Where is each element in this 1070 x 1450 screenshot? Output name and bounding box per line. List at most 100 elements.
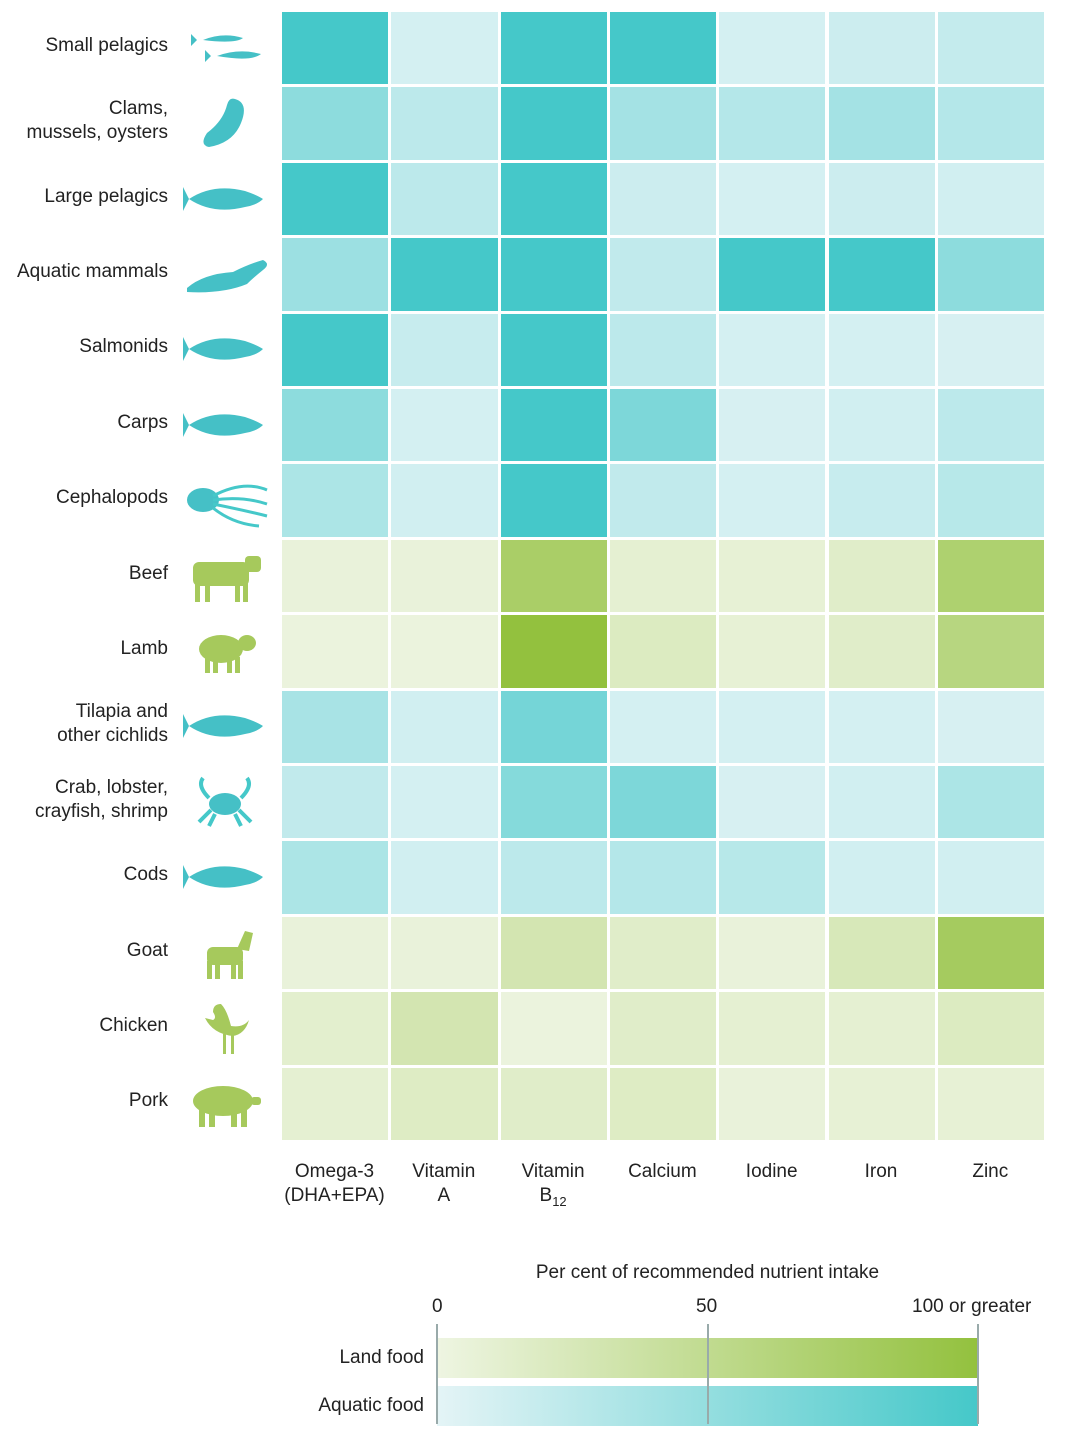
heatmap-cell — [609, 690, 717, 763]
heatmap-cell — [828, 690, 935, 763]
tilapia-icon — [183, 714, 263, 739]
heatmap-cell — [500, 162, 607, 236]
heatmap-cell — [719, 690, 826, 763]
heatmap-cell — [391, 992, 498, 1065]
row-label: Lamb — [120, 637, 168, 659]
heatmap-cell — [937, 1067, 1045, 1140]
heatmap-cell — [391, 238, 498, 311]
heatmap-cell — [391, 1067, 498, 1140]
heatmap-cell — [828, 916, 935, 990]
heatmap-cell — [500, 313, 607, 386]
legend-tickline-100 — [977, 1324, 979, 1424]
column-label: Zinc — [972, 1161, 1009, 1182]
row-label: Large pelagics — [44, 185, 168, 207]
heatmap-cell — [282, 238, 389, 311]
heatmap-cell — [391, 389, 498, 462]
heatmap-cell — [828, 313, 935, 386]
heatmap-cell — [609, 539, 717, 613]
heatmap-cell — [828, 1067, 935, 1140]
heatmap-cell — [282, 766, 389, 839]
heatmap-cell — [282, 539, 389, 613]
heatmap-cell — [391, 539, 498, 613]
carp-icon — [183, 412, 263, 437]
heatmap-cell — [282, 162, 389, 236]
row-label: Pork — [128, 1090, 168, 1112]
heatmap-cell — [937, 87, 1045, 160]
heatmap-cell — [500, 916, 607, 990]
heatmap-cell — [719, 238, 826, 311]
legend-land-label: Land food — [339, 1347, 424, 1368]
heatmap-cell — [500, 1067, 607, 1140]
heatmap-cell — [609, 992, 717, 1065]
heatmap-cell — [282, 690, 389, 763]
heatmap-cell — [937, 12, 1045, 85]
heatmap-cell — [500, 238, 607, 311]
heatmap-cell — [391, 615, 498, 688]
heatmap-cell — [609, 313, 717, 386]
heatmap-cell — [500, 841, 607, 914]
heatmap-cell — [828, 87, 935, 160]
heatmap-cell — [609, 12, 717, 85]
heatmap-cell — [391, 313, 498, 386]
heatmap-cell — [937, 389, 1045, 462]
heatmap-cell — [391, 916, 498, 990]
heatmap-cell — [500, 464, 607, 537]
heatmap-cell — [828, 162, 935, 236]
heatmap-cell — [391, 87, 498, 160]
column-label: Omega-3 (DHA+EPA) — [284, 1161, 385, 1206]
heatmap-cell — [937, 162, 1045, 236]
legend-tick-0: 0 — [432, 1296, 443, 1317]
heatmap-cell — [609, 615, 717, 688]
heatmap-cell — [282, 1067, 389, 1140]
heatmap-cell — [719, 162, 826, 236]
salmon-icon — [183, 337, 263, 362]
row-label: Salmonids — [79, 336, 168, 358]
heatmap-cell — [282, 841, 389, 914]
heatmap-cell — [500, 615, 607, 688]
heatmap-cell — [500, 12, 607, 85]
column-label: Iodine — [745, 1161, 798, 1182]
heatmap-cell — [719, 992, 826, 1065]
heatmap-cell — [282, 87, 389, 160]
chicken-icon — [205, 1003, 249, 1054]
row-label: Aquatic mammals — [17, 260, 168, 282]
row-label: Goat — [126, 939, 168, 961]
heatmap-cell — [719, 87, 826, 160]
heatmap-cell — [391, 162, 498, 236]
seal-icon — [187, 259, 267, 293]
row-label: Cephalopods — [56, 487, 168, 509]
heatmap-cell — [937, 313, 1045, 386]
heatmap-cell — [937, 992, 1045, 1065]
heatmap-cell — [719, 916, 826, 990]
column-label: Iron — [864, 1161, 898, 1182]
legend-tickline-0 — [436, 1324, 438, 1424]
row-label: Clams, mussels, oysters — [26, 98, 168, 144]
heatmap-cell — [500, 389, 607, 462]
legend-title: Per cent of recommended nutrient intake — [535, 1262, 880, 1283]
row-label: Chicken — [99, 1014, 168, 1036]
heatmap-cell — [282, 464, 389, 537]
heatmap-cell — [828, 12, 935, 85]
sheep-icon — [199, 634, 256, 673]
heatmap-cell — [391, 464, 498, 537]
heatmap-cell — [828, 539, 935, 613]
row-label: Cods — [123, 864, 168, 886]
octopus-icon — [187, 484, 268, 528]
heatmap-cell — [937, 916, 1045, 990]
heatmap-cell — [719, 1067, 826, 1140]
crab-icon — [197, 776, 253, 827]
heatmap-cell — [719, 615, 826, 688]
heatmap-cell — [828, 615, 935, 688]
heatmap-cell — [828, 992, 935, 1065]
legend-aquatic-label: Aquatic food — [318, 1395, 424, 1416]
heatmap-cell — [500, 690, 607, 763]
legend-tickline-50 — [707, 1324, 709, 1424]
heatmap-cell — [719, 539, 826, 613]
row-label: Tilapia and other cichlids — [57, 701, 168, 747]
heatmap-cell — [937, 690, 1045, 763]
heatmap-cell — [282, 992, 389, 1065]
row-label: Crab, lobster, crayfish, shrimp — [34, 776, 168, 822]
tuna-icon — [183, 186, 263, 211]
heatmap-cell — [937, 238, 1045, 311]
heatmap-cell — [609, 162, 717, 236]
